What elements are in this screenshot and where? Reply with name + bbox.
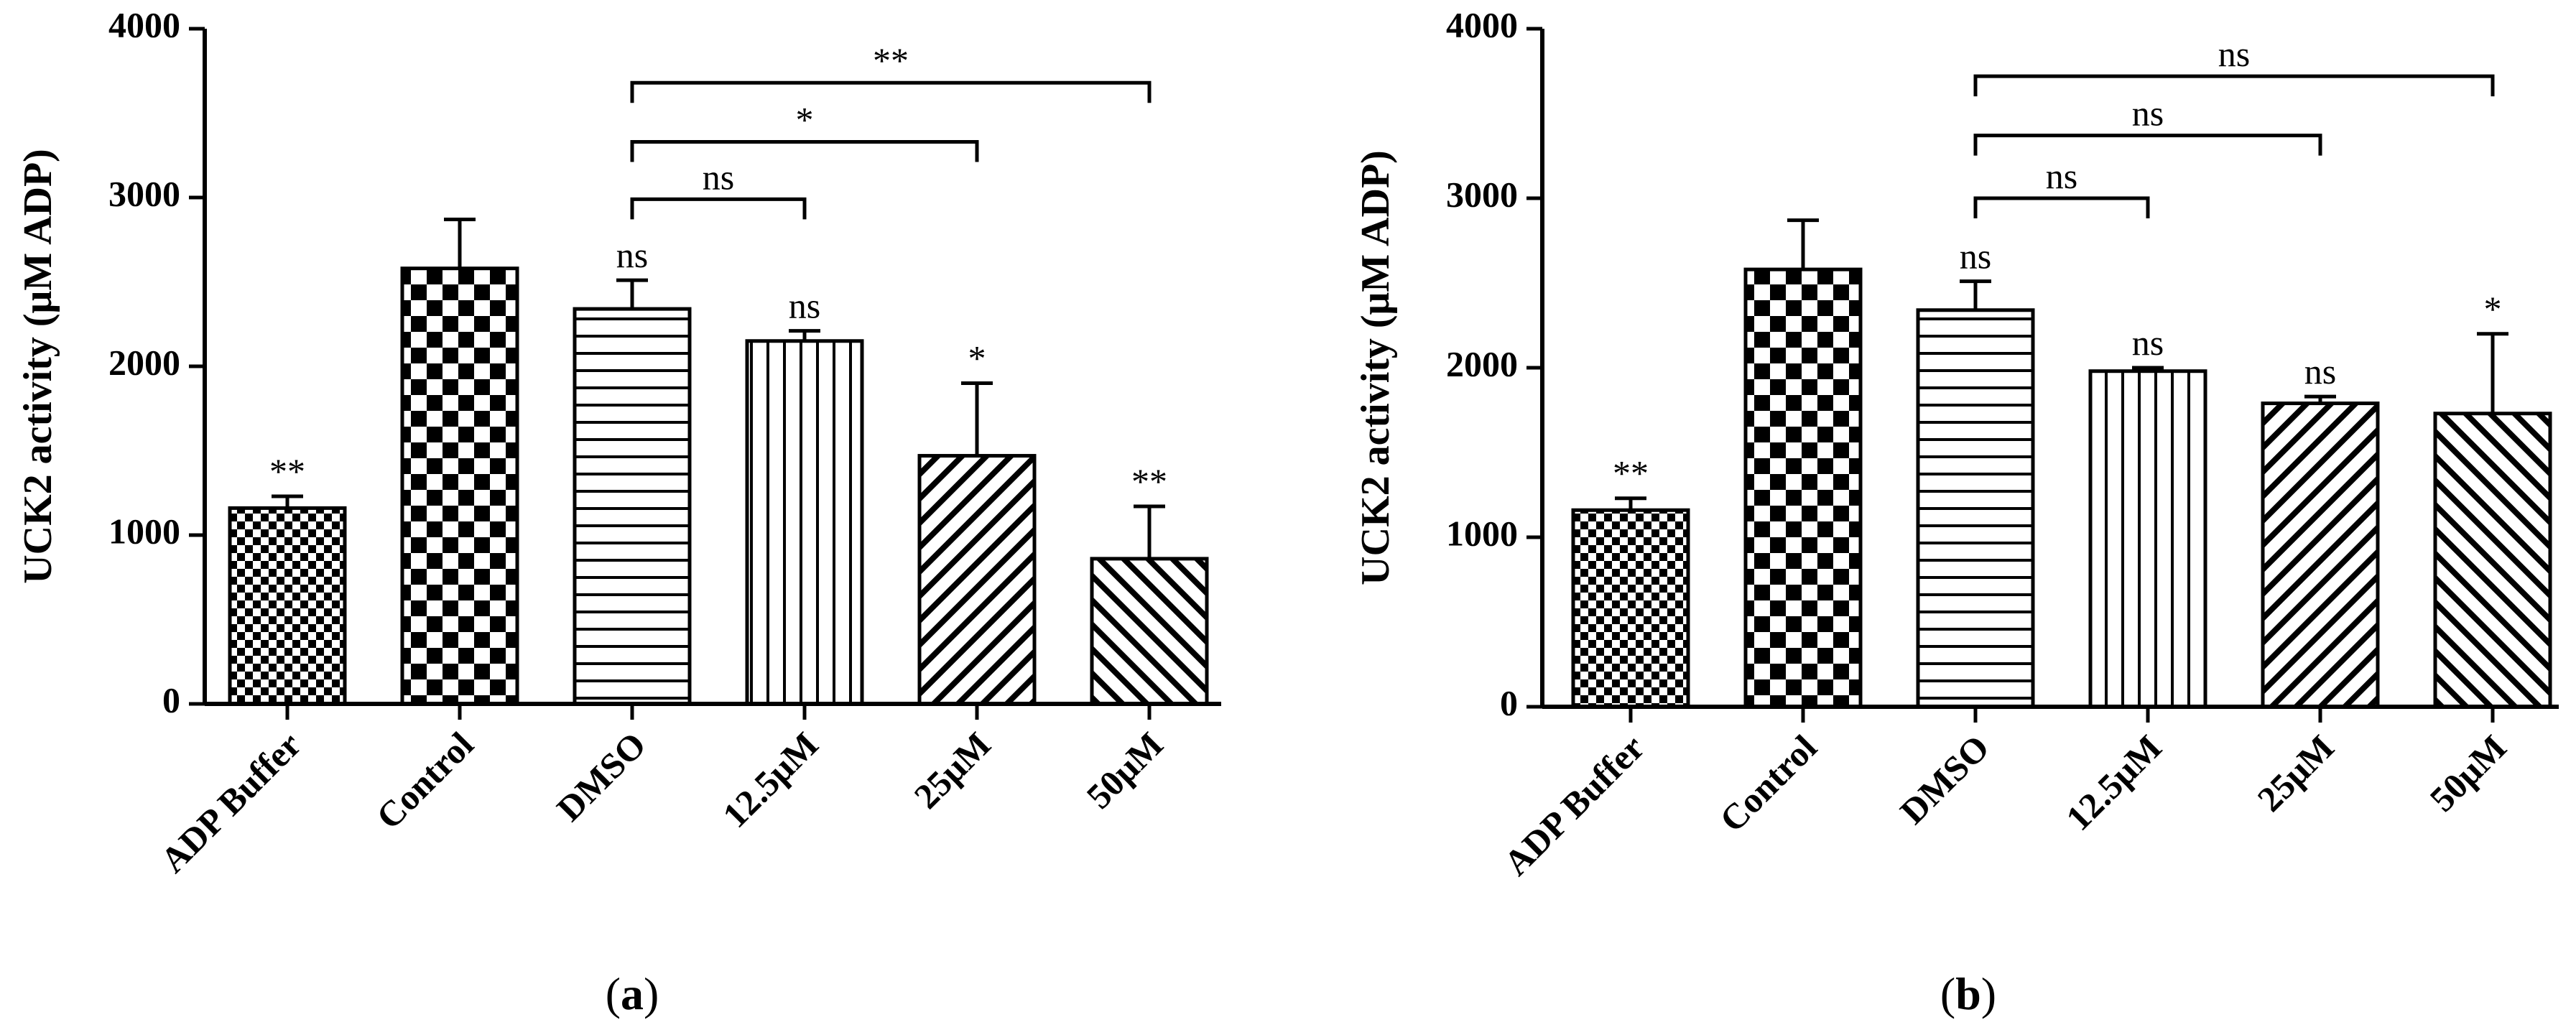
significance-label: ns (2132, 322, 2164, 363)
significance-label: ns (616, 235, 648, 275)
comparison-bracket (1973, 134, 2322, 156)
comparison-label: * (796, 99, 814, 139)
x-tick-label: 25μM (2249, 727, 2341, 819)
y-axis-title: UCK2 activity (μM ADP) (1353, 150, 1398, 585)
y-tick-label: 2000 (108, 342, 180, 382)
chart-panel-a: UCK2 activity (μM ADP) **ADP Buffer Contro… (16, 4, 1221, 1019)
bar-dmso (1916, 308, 2035, 709)
bar-adp-buffer (1571, 508, 1690, 709)
comparison-bracket (630, 139, 979, 162)
x-tick-label: DMSO (549, 724, 654, 829)
x-tick-label: 12.5μM (2058, 727, 2169, 838)
panel-label: (a) (606, 968, 659, 1019)
significance-label: * (2484, 289, 2502, 329)
significance-label: ns (1960, 236, 1991, 277)
bar-control (1743, 267, 1863, 709)
significance-label: * (968, 338, 986, 379)
comparison-label: ns (2132, 93, 2164, 134)
x-tick-label: 50μM (2422, 727, 2514, 819)
comparison-bracket (1973, 74, 2495, 97)
significance-label: ** (1613, 453, 1649, 493)
chart-layer: UCK2 activity (μM ADP) **ADP Buffer Contro… (16, 4, 2559, 1019)
bar-adp-buffer (228, 506, 347, 706)
x-tick-label: 25μM (906, 724, 998, 816)
comparison-label: ns (703, 157, 734, 197)
y-tick-label: 1000 (108, 511, 180, 551)
x-tick-label: 50μM (1078, 724, 1170, 816)
bar-control (400, 266, 519, 706)
comparison-label: ** (873, 40, 909, 80)
significance-label: ns (789, 286, 820, 326)
significance-label: ** (269, 451, 305, 491)
chart-panel-b: UCK2 activity (μM ADP) ** ADP Buffer Contro… (1353, 4, 2559, 1019)
bar-dmso (573, 307, 692, 706)
bar-50-m (1090, 557, 1209, 706)
bar-25-m (2261, 402, 2380, 709)
comparison-bracket (1973, 196, 2150, 218)
x-tick-label: ADP Buffer (152, 724, 308, 880)
y-tick-label: 0 (162, 679, 180, 720)
y-tick-label: 0 (1500, 682, 1518, 723)
y-tick-label: 4000 (1446, 4, 1518, 45)
bar-12-5-m (745, 339, 864, 706)
bar-12-5-m (2088, 369, 2207, 709)
comparison-label: ns (2218, 34, 2250, 74)
x-tick-label: DMSO (1892, 727, 1997, 832)
x-tick-label: 12.5μM (715, 724, 826, 835)
bar-25-m (917, 454, 1037, 706)
y-axis-title: UCK2 activity (μM ADP) (16, 149, 60, 584)
comparison-bracket (630, 197, 807, 220)
comparison-label: ns (2046, 156, 2077, 196)
comparison-bracket (630, 80, 1152, 103)
bar-50-m (2433, 412, 2552, 709)
y-tick-label: 1000 (1446, 513, 1518, 553)
significance-label: ns (2304, 351, 2336, 391)
significance-label: ** (1131, 461, 1167, 501)
panel-label: (b) (1940, 968, 1996, 1019)
x-tick-label: Control (369, 724, 481, 837)
y-tick-label: 2000 (1446, 343, 1518, 384)
x-tick-label: ADP Buffer (1496, 727, 1651, 883)
y-tick-label: 4000 (108, 4, 180, 45)
x-tick-label: Control (1712, 727, 1825, 840)
y-tick-label: 3000 (108, 173, 180, 213)
y-tick-label: 3000 (1446, 174, 1518, 214)
